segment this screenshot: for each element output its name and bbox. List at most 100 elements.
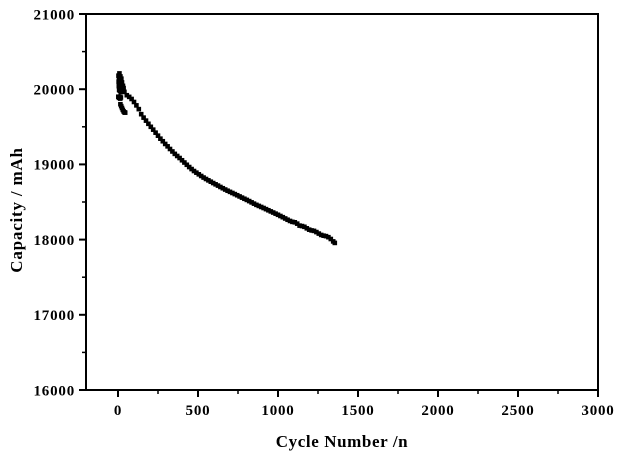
data-point: [234, 192, 240, 198]
data-point: [230, 190, 235, 196]
data-point: [321, 233, 326, 238]
y-tick-label: 21000: [34, 7, 76, 23]
data-point: [182, 160, 187, 165]
x-tick-label: 2500: [501, 403, 534, 419]
x-tick-label: 1000: [261, 403, 294, 419]
data-point: [206, 178, 211, 183]
data-point: [138, 111, 144, 117]
data-point: [314, 229, 319, 235]
x-axis-title: Cycle Number /n: [275, 432, 409, 451]
data-point: [201, 175, 206, 180]
data-point: [124, 92, 130, 98]
data-point: [249, 200, 254, 205]
data-point: [287, 218, 293, 224]
data-point: [222, 187, 228, 192]
data-point: [282, 216, 288, 221]
data-point: [239, 195, 245, 200]
y-tick-label: 16000: [34, 383, 76, 399]
data-point: [179, 157, 185, 163]
data-point: [189, 166, 194, 172]
data-point: [261, 205, 266, 211]
data-point: [309, 228, 314, 233]
data-point: [143, 118, 149, 123]
data-point: [278, 213, 283, 219]
x-tick-label: 2000: [421, 403, 454, 419]
data-point: [118, 95, 124, 100]
data-point: [311, 228, 317, 234]
data-point: [290, 219, 295, 225]
data-point: [220, 185, 226, 191]
data-point: [131, 99, 137, 105]
y-tick-label: 17000: [34, 308, 76, 324]
data-point: [297, 223, 302, 228]
data-point: [299, 223, 305, 229]
data-point: [203, 176, 209, 182]
data-point: [242, 196, 247, 202]
data-point: [172, 151, 178, 157]
data-point: [318, 232, 324, 238]
data-point: [323, 233, 329, 239]
x-tick-label: 3000: [581, 403, 614, 419]
data-point: [306, 227, 312, 232]
data-point: [215, 183, 221, 188]
data-point: [256, 203, 262, 209]
data-point: [121, 85, 126, 91]
y-tick-label: 18000: [34, 233, 76, 249]
data-point: [268, 209, 274, 214]
data-point: [246, 198, 252, 204]
data-point: [263, 206, 269, 212]
data-point: [227, 189, 233, 195]
data-point: [186, 164, 192, 170]
data-point: [194, 170, 199, 175]
data-point: [170, 149, 175, 154]
data-point: [117, 71, 122, 76]
data-point: [237, 194, 242, 199]
data-point: [146, 121, 151, 127]
y-axis-title: Capacity / mAh: [7, 147, 26, 273]
data-point: [155, 133, 161, 138]
data-point: [266, 207, 271, 213]
data-point: [160, 138, 166, 144]
x-tick-label: 500: [186, 403, 211, 419]
data-point: [198, 173, 204, 179]
data-point: [167, 146, 173, 152]
data-point: [126, 94, 132, 100]
data-point: [134, 103, 139, 108]
data-point: [119, 76, 124, 81]
data-point: [302, 224, 307, 230]
data-point: [244, 197, 250, 203]
data-point: [254, 202, 259, 208]
data-point: [270, 210, 276, 215]
data-point: [136, 106, 142, 112]
data-point: [196, 172, 202, 177]
data-point: [208, 179, 214, 184]
data-point: [273, 211, 278, 216]
data-point: [213, 182, 218, 187]
x-tick-label: 1500: [341, 403, 374, 419]
data-point: [129, 96, 134, 102]
data-point: [316, 231, 322, 236]
data-point: [285, 217, 290, 223]
data-point: [210, 180, 216, 186]
data-point: [122, 110, 128, 115]
data-point: [158, 136, 163, 141]
data-point: [177, 155, 182, 161]
data-point: [148, 124, 154, 130]
y-tick-label: 20000: [34, 82, 76, 98]
y-tick-label: 19000: [34, 158, 76, 174]
data-point: [162, 141, 168, 147]
data-point: [174, 153, 180, 159]
data-point: [191, 168, 197, 174]
data-point: [326, 234, 331, 240]
data-point: [165, 144, 170, 149]
data-point: [294, 221, 300, 226]
data-point: [292, 220, 298, 225]
data-point: [258, 204, 264, 210]
data-point: [184, 162, 190, 168]
plot-frame: [85, 13, 599, 391]
data-point: [119, 80, 125, 85]
data-point: [251, 201, 257, 206]
data-point: [150, 127, 156, 132]
